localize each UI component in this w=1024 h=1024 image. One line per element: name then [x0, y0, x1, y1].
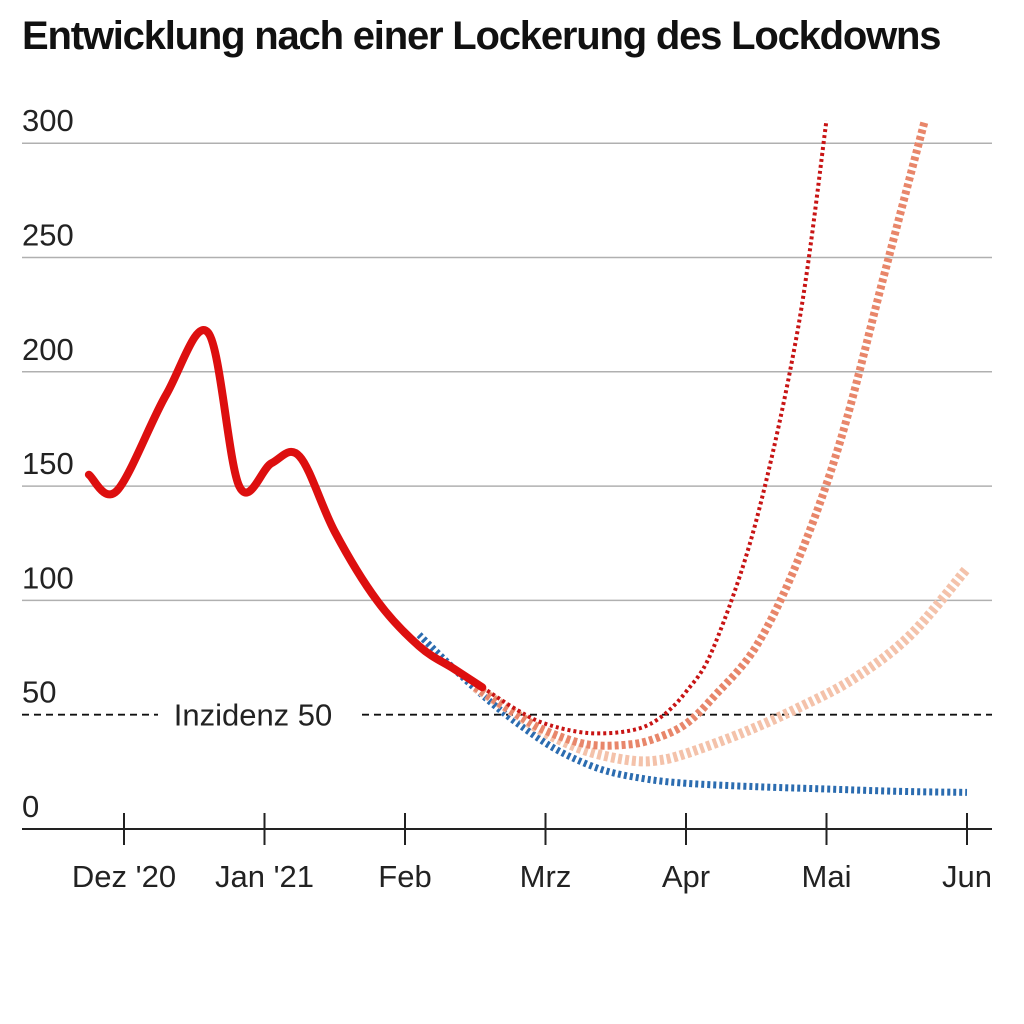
x-axis: Dez '20 Jan '21 Feb Mrz Apr Mai Jun	[22, 813, 992, 894]
series-layer	[84, 119, 971, 796]
reference-line-layer: Inzidenz 50	[22, 698, 992, 733]
series-line-lockdown	[416, 632, 968, 796]
chart-title: Entwicklung nach einer Lockerung des Loc…	[22, 14, 942, 58]
y-tick-label: 100	[22, 560, 74, 595]
y-tick-label: 50	[22, 675, 56, 710]
x-tick-label: Dez '20	[72, 859, 176, 894]
x-tick-label: Apr	[662, 859, 710, 894]
series-line-beobachtet	[84, 326, 487, 692]
series-line-szenario-mittel	[473, 119, 929, 750]
y-tick-label: 300	[22, 103, 74, 138]
grid-layer: 0 50 100 150 200 250 300	[22, 103, 992, 824]
y-tick-label: 0	[22, 789, 39, 824]
x-tick-label: Jun	[942, 859, 992, 894]
series-line-szenario-schwach	[472, 565, 971, 767]
x-tick-label: Mrz	[520, 859, 572, 894]
y-tick-label: 250	[22, 218, 74, 253]
x-tick-label: Feb	[378, 859, 431, 894]
y-tick-label: 150	[22, 446, 74, 481]
reference-line-label: Inzidenz 50	[174, 698, 333, 733]
x-tick-label: Mai	[802, 859, 852, 894]
series-line-szenario-stark	[481, 120, 829, 736]
y-tick-label: 200	[22, 332, 74, 367]
x-tick-label: Jan '21	[215, 859, 314, 894]
